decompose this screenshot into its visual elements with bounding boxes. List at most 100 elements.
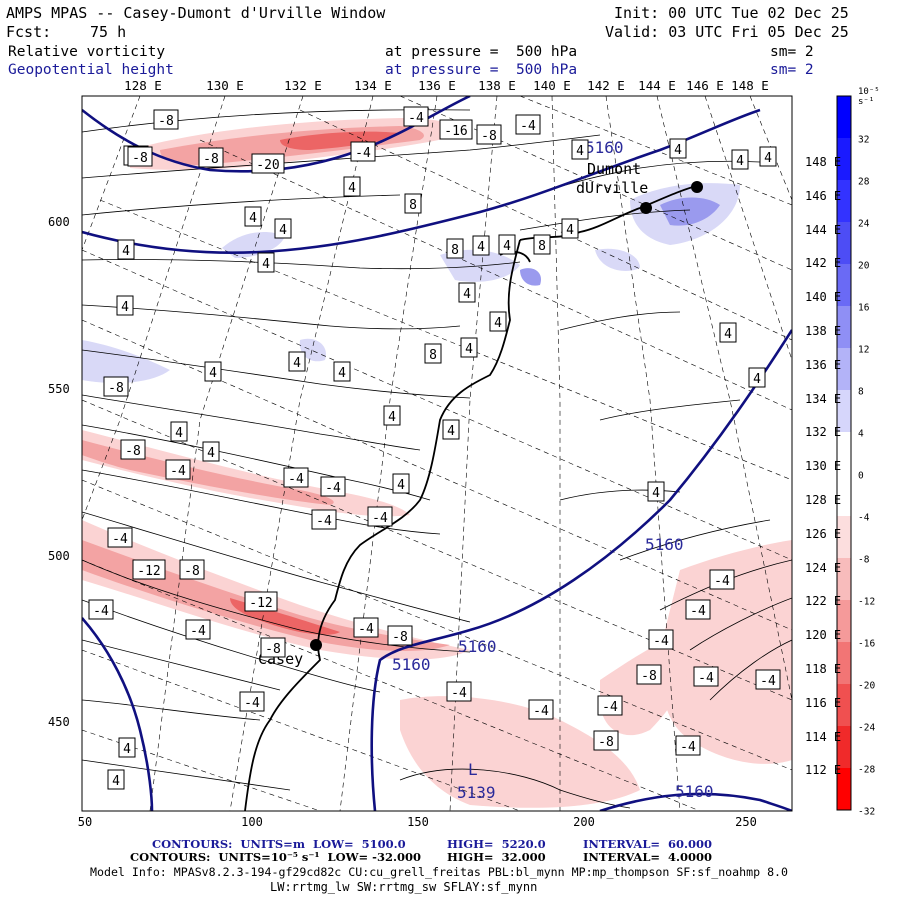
svg-text:-4: -4 (372, 511, 388, 526)
svg-text:-20: -20 (256, 158, 279, 173)
svg-text:-4: -4 (714, 574, 730, 589)
vorticity-value-label: -8 (120, 439, 146, 460)
right-axis-label: 126 E (805, 526, 842, 541)
right-axis-label: 112 E (805, 763, 842, 778)
vorticity-value-label: 8 (446, 238, 464, 259)
durville-label: dUrville (576, 179, 648, 197)
right-axis-label: 134 E (805, 391, 842, 406)
vorticity-value-label: 4 (288, 351, 306, 372)
stations (310, 181, 703, 651)
colorbar-tick-label: -8 (858, 554, 870, 566)
colorbar-tick-label: -24 (858, 722, 876, 734)
model-info-2: LW:rrtmg_lw SW:rrtmg_sw SFLAY:sf_mynn (270, 880, 538, 894)
y-tick-label: 450 (48, 715, 70, 729)
vorticity-value-label: 4 (460, 337, 478, 358)
low-center-marker: L (468, 760, 478, 779)
vorticity-value-label: 4 (748, 367, 766, 388)
vorticity-value-label: -4 (88, 599, 114, 620)
plot-border (81, 95, 793, 812)
vorticity-value-label: 4 (170, 421, 188, 442)
right-axis-label: 146 E (805, 188, 842, 203)
vorticity-value-label: 4 (458, 282, 476, 303)
dumont-label: Dumont (587, 160, 641, 178)
vorticity-value-label: 4 (731, 149, 749, 170)
svg-text:-4: -4 (533, 704, 549, 719)
svg-text:-12: -12 (249, 596, 272, 611)
colorbar-segment (837, 516, 851, 559)
vorticity-value-label: -4 (685, 599, 711, 620)
vorticity-value-label: -8 (127, 146, 153, 167)
right-axis-label: 142 E (805, 256, 842, 271)
right-axis-label: 144 E (805, 222, 842, 237)
vorticity-value-label: -8 (153, 109, 179, 130)
colorbar-segment (837, 558, 851, 601)
svg-text:4: 4 (736, 154, 744, 169)
svg-text:8: 8 (429, 348, 437, 363)
vorticity-value-label: -16 (439, 119, 473, 140)
colorbar-tick-label: -32 (858, 806, 876, 818)
y-tick-label: 550 (48, 382, 70, 396)
vorticity-value-label: -8 (387, 625, 413, 646)
right-axis-label: 114 E (805, 729, 842, 744)
height-label: 5160 (585, 138, 624, 157)
svg-text:-4: -4 (760, 674, 776, 689)
svg-text:4: 4 (465, 342, 473, 357)
lon-label: 136 E (418, 78, 456, 93)
svg-text:4: 4 (175, 426, 183, 441)
svg-text:-16: -16 (444, 124, 467, 139)
svg-text:4: 4 (503, 239, 511, 254)
vorticity-value-label: -4 (367, 506, 393, 527)
vorticity-value-label: -4 (597, 695, 623, 716)
right-axis-label: 136 E (805, 357, 842, 372)
colorbar-tick-label: 32 (858, 134, 870, 146)
svg-text:4: 4 (674, 143, 682, 158)
colorbar-segment (837, 432, 851, 475)
svg-text:4: 4 (249, 211, 257, 226)
vorticity-value-label: 4 (759, 146, 777, 167)
vorticity-value-label: 4 (719, 322, 737, 343)
svg-text:4: 4 (494, 316, 502, 331)
lon-label: 146 E (686, 78, 724, 93)
vorticity-value-label: -4 (675, 735, 701, 756)
svg-text:-4: -4 (112, 532, 128, 547)
vorticity-value-label: -8 (198, 147, 224, 168)
svg-text:-4: -4 (653, 634, 669, 649)
right-axis-label: 116 E (805, 695, 842, 710)
svg-text:4: 4 (764, 151, 772, 166)
x-tick-label: 50 (77, 815, 93, 829)
vorticity-value-label: -4 (107, 527, 133, 548)
field1-name: Relative vorticity (8, 44, 166, 60)
svg-text:4: 4 (753, 372, 761, 387)
svg-text:-4: -4 (325, 481, 341, 496)
vorticity-value-label: -4 (239, 691, 265, 712)
svg-text:4: 4 (262, 257, 270, 272)
svg-text:4: 4 (123, 742, 131, 757)
svg-text:-4: -4 (602, 700, 618, 715)
height-label: 5160 (645, 535, 684, 554)
footer-vort-contours: CONTOURS: UNITS=10⁻⁵ s⁻¹ LOW= -32.000 (130, 850, 421, 864)
vorticity-value-label: -12 (244, 591, 278, 612)
lon-label: 130 E (206, 78, 244, 93)
svg-text:-4: -4 (355, 146, 371, 161)
svg-text:4: 4 (112, 774, 120, 789)
svg-text:4: 4 (397, 478, 405, 493)
svg-text:4: 4 (463, 287, 471, 302)
colorbar-tick-label: 8 (858, 386, 864, 398)
height-labels: 5160 5160 5160 5160 5160 L 5139 (392, 138, 714, 802)
colorbar-tick-label: -12 (858, 596, 876, 608)
field1-smoothing: sm= 2 (770, 44, 814, 60)
footer-vort-interval: INTERVAL= 4.0000 (583, 850, 713, 864)
vorticity-value-label: 4 (107, 769, 125, 790)
lon-label: 134 E (354, 78, 392, 93)
vorticity-value-label: -4 (446, 681, 472, 702)
svg-text:-8: -8 (265, 642, 281, 657)
lon-label: 142 E (587, 78, 625, 93)
svg-text:4: 4 (576, 144, 584, 159)
svg-text:-8: -8 (108, 381, 124, 396)
vorticity-value-label: 4 (561, 218, 579, 239)
svg-text:-12: -12 (137, 564, 160, 579)
dumont-durville-station-marker (640, 202, 652, 214)
svg-text:4: 4 (652, 486, 660, 501)
vorticity-value-label: -4 (528, 699, 554, 720)
